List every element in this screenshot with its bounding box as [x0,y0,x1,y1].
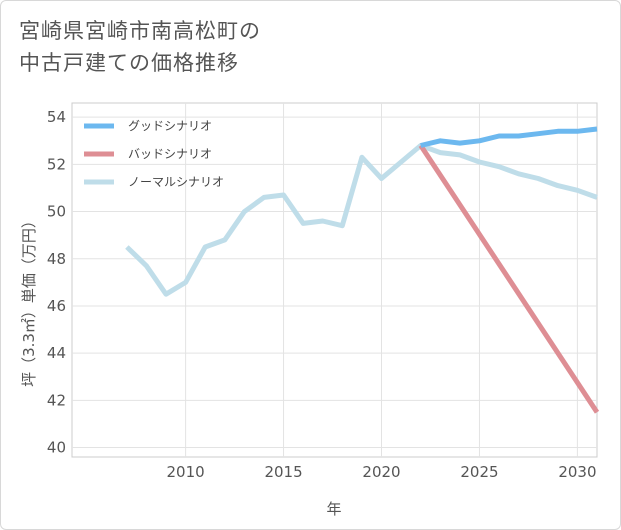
x-tick-label: 2030 [558,463,596,481]
legend-label: グッドシナリオ [128,119,212,133]
x-tick-label: 2025 [460,463,498,481]
x-tick-label: 2020 [362,463,400,481]
y-tick-label: 44 [47,344,66,362]
grid [72,103,597,457]
y-tick-label: 52 [47,155,66,173]
y-tick-label: 50 [47,203,66,221]
series-line-normal [125,143,598,297]
axis-ticks: 40 42 44 46 48 50 52 54 2010 2015 2020 2025 2030 [47,108,597,481]
y-tick-label: 48 [47,250,66,268]
legend-label: ノーマルシナリオ [128,175,224,189]
y-tick-label: 40 [47,439,66,457]
legend-label: バッドシナリオ [128,147,212,161]
chart-title-line-1: 宮崎県宮崎市南高松町の [19,19,261,43]
x-tick-label: 2010 [167,463,205,481]
series-line-bad [418,144,600,414]
series-line-good [420,126,598,148]
x-axis-title: 年 [326,500,341,518]
y-axis-title: 坪（3.3㎡）単価（万円） [20,213,38,387]
chart-title: 宮崎県宮崎市南高松町の 中古戸建ての価格推移 [19,15,261,79]
y-tick-label: 46 [47,297,66,315]
series-lines [125,126,600,414]
y-tick-label: 54 [47,108,66,126]
chart-title-line-2: 中古戸建ての価格推移 [19,51,239,75]
x-tick-label: 2015 [264,463,302,481]
y-tick-label: 42 [47,391,66,409]
